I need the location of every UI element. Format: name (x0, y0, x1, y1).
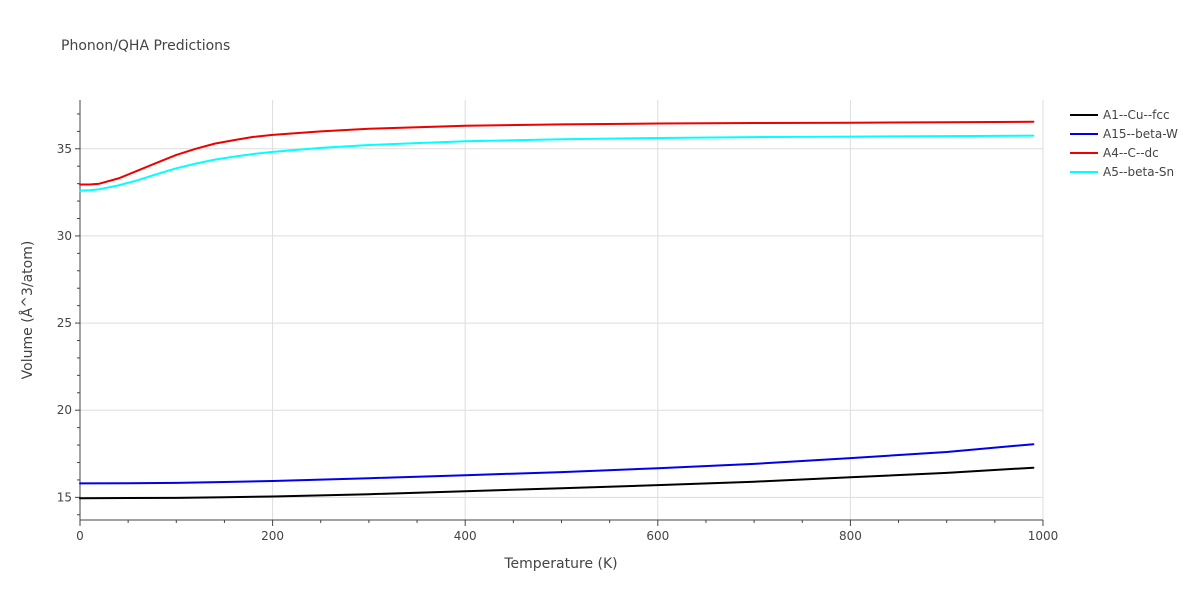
series-line-a5-beta-sn[interactable] (79, 134, 1035, 192)
x-tick-label: 400 (454, 529, 477, 543)
grid (80, 100, 1044, 520)
series-lines (79, 120, 1035, 500)
y-tick-label: 25 (57, 316, 72, 330)
y-tick-label: 30 (57, 229, 72, 243)
legend-item-a15-beta-w[interactable]: A15--beta-W (1070, 127, 1178, 141)
legend-item-a4-c-dc[interactable]: A4--C--dc (1070, 146, 1159, 160)
legend[interactable]: A1--Cu--fcc A15--beta-W A4--C--dc A5--beta-… (1070, 108, 1178, 179)
y-tick-label: 15 (57, 490, 72, 504)
y-tick-label: 20 (57, 403, 72, 417)
axes: 0 200 400 600 800 1000 15 20 25 30 35 (57, 100, 1059, 543)
y-axis-title: Volume (Å^3/atom) (19, 241, 36, 380)
x-tick-label: 600 (646, 529, 669, 543)
x-tick-label: 800 (839, 529, 862, 543)
chart-title: Phonon/QHA Predictions (61, 38, 230, 54)
series-line-a1-cu-fcc[interactable] (79, 466, 1035, 500)
x-tick-label: 0 (76, 529, 84, 543)
x-axis-title: Temperature (K) (503, 556, 617, 572)
y-tick-label: 35 (57, 142, 72, 156)
legend-label: A5--beta-Sn (1103, 165, 1174, 179)
x-tick-label: 200 (261, 529, 284, 543)
legend-item-a1-cu-fcc[interactable]: A1--Cu--fcc (1070, 108, 1170, 122)
legend-label: A1--Cu--fcc (1103, 108, 1170, 122)
series-line-a15-beta-w[interactable] (79, 443, 1035, 485)
legend-item-a5-beta-sn[interactable]: A5--beta-Sn (1070, 165, 1174, 179)
series-line-a4-c-dc[interactable] (79, 120, 1035, 186)
legend-label: A4--C--dc (1103, 146, 1159, 160)
legend-label: A15--beta-W (1103, 127, 1178, 141)
x-tick-label: 1000 (1028, 529, 1059, 543)
